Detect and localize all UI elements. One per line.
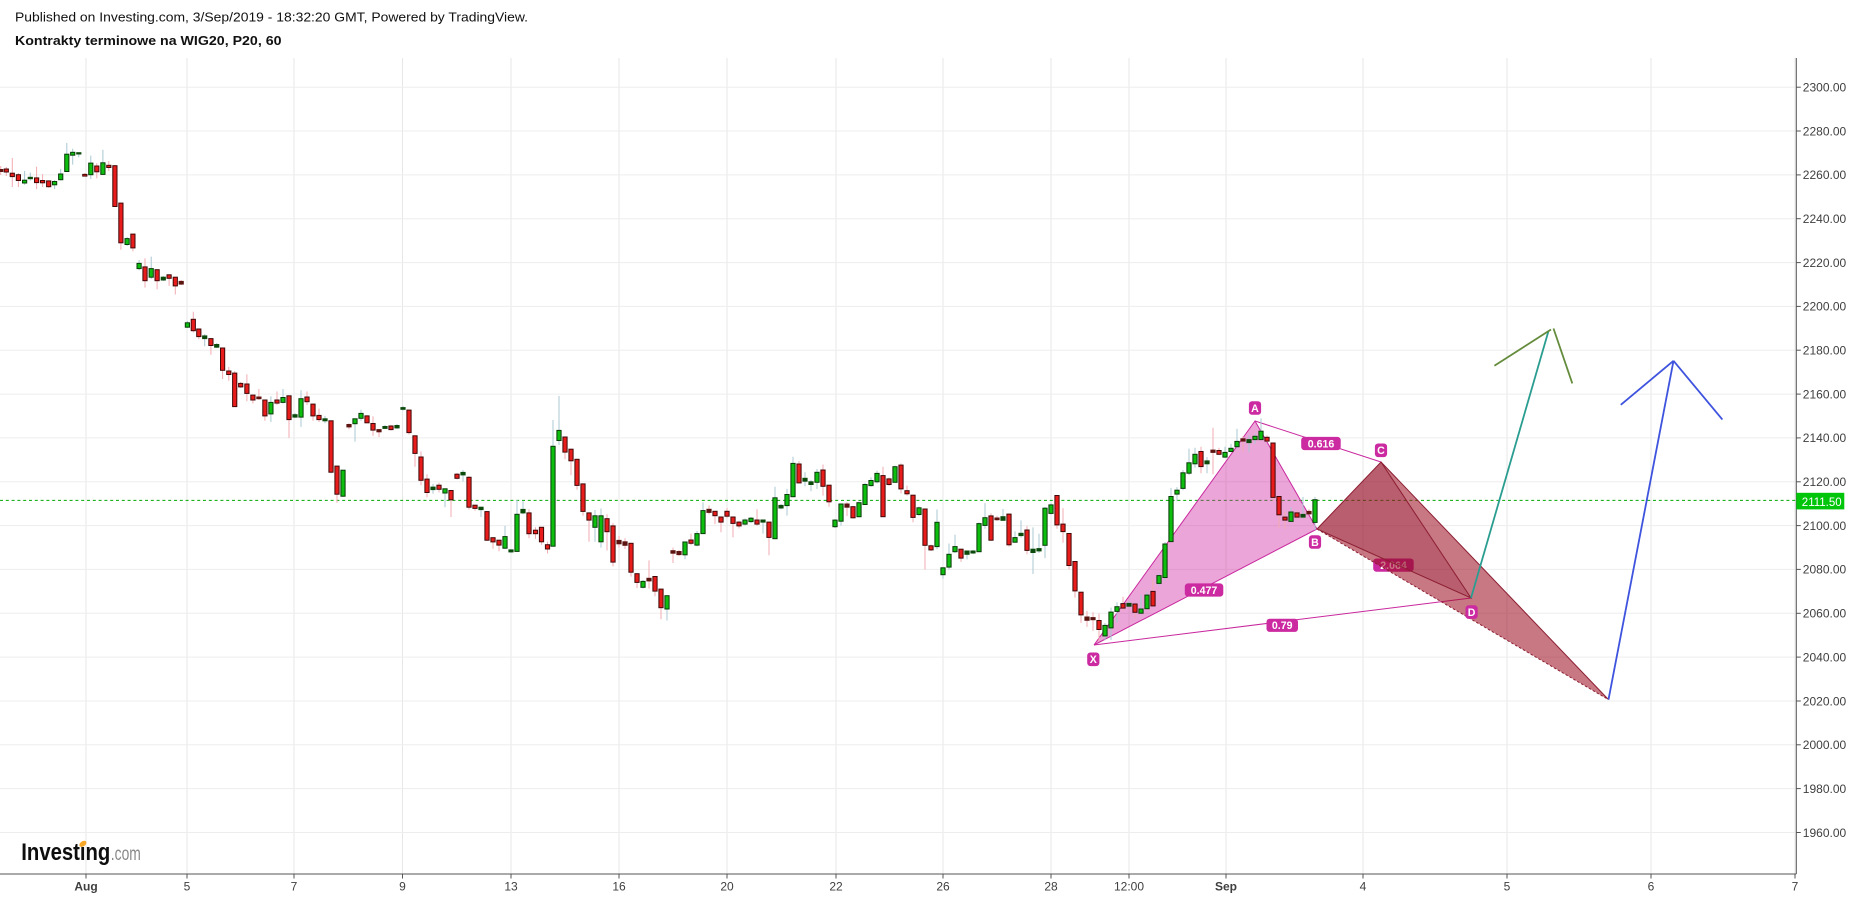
svg-text:2280.00: 2280.00 (1803, 124, 1847, 138)
svg-text:7: 7 (291, 880, 298, 894)
svg-text:22: 22 (829, 880, 843, 894)
svg-text:Sep: Sep (1215, 880, 1237, 894)
svg-text:2100.00: 2100.00 (1803, 519, 1847, 533)
svg-text:0.477: 0.477 (1191, 585, 1218, 597)
svg-text:26: 26 (936, 880, 950, 894)
svg-text:7: 7 (1792, 880, 1799, 894)
svg-text:20: 20 (720, 880, 734, 894)
svg-text:C: C (1377, 445, 1385, 457)
svg-text:13: 13 (504, 880, 518, 894)
svg-text:4: 4 (1360, 880, 1367, 894)
svg-text:2140.00: 2140.00 (1803, 431, 1847, 445)
svg-text:2020.00: 2020.00 (1803, 694, 1847, 708)
svg-text:2240.00: 2240.00 (1803, 212, 1847, 226)
svg-text:Published on Investing.com, 3/: Published on Investing.com, 3/Sep/2019 -… (15, 10, 528, 25)
svg-text:16: 16 (612, 880, 626, 894)
svg-text:2180.00: 2180.00 (1803, 344, 1847, 358)
svg-text:2300.00: 2300.00 (1803, 81, 1847, 95)
svg-text:Kontrakty terminowe na WIG20,: Kontrakty terminowe na WIG20, P20, 60 (15, 33, 282, 48)
svg-text:2111.50: 2111.50 (1802, 497, 1842, 509)
svg-text:1960.00: 1960.00 (1803, 826, 1847, 840)
svg-text:A: A (1251, 403, 1259, 415)
svg-text:2220.00: 2220.00 (1803, 256, 1847, 270)
svg-text:28: 28 (1044, 880, 1058, 894)
svg-text:X: X (1090, 654, 1097, 666)
svg-text:0.616: 0.616 (1308, 438, 1335, 450)
svg-text:2260.00: 2260.00 (1803, 168, 1847, 182)
svg-text:1980.00: 1980.00 (1803, 782, 1847, 796)
svg-text:6: 6 (1648, 880, 1655, 894)
svg-text:2200.00: 2200.00 (1803, 300, 1847, 314)
svg-text:2120.00: 2120.00 (1803, 475, 1847, 489)
svg-text:0.79: 0.79 (1272, 620, 1293, 632)
svg-text:2080.00: 2080.00 (1803, 563, 1847, 577)
svg-text:2060.00: 2060.00 (1803, 607, 1847, 621)
svg-text:.com: .com (111, 843, 141, 865)
svg-text:5: 5 (1504, 880, 1511, 894)
svg-text:2160.00: 2160.00 (1803, 387, 1847, 401)
svg-text:Investıng: Investıng (21, 839, 110, 866)
svg-text:12:00: 12:00 (1114, 880, 1144, 894)
svg-text:Aug: Aug (74, 880, 97, 894)
svg-text:2040.00: 2040.00 (1803, 650, 1847, 664)
svg-text:9: 9 (399, 880, 406, 894)
svg-text:D: D (1468, 607, 1476, 619)
svg-text:2000.00: 2000.00 (1803, 738, 1847, 752)
svg-text:B: B (1311, 537, 1319, 549)
svg-text:5: 5 (184, 880, 191, 894)
